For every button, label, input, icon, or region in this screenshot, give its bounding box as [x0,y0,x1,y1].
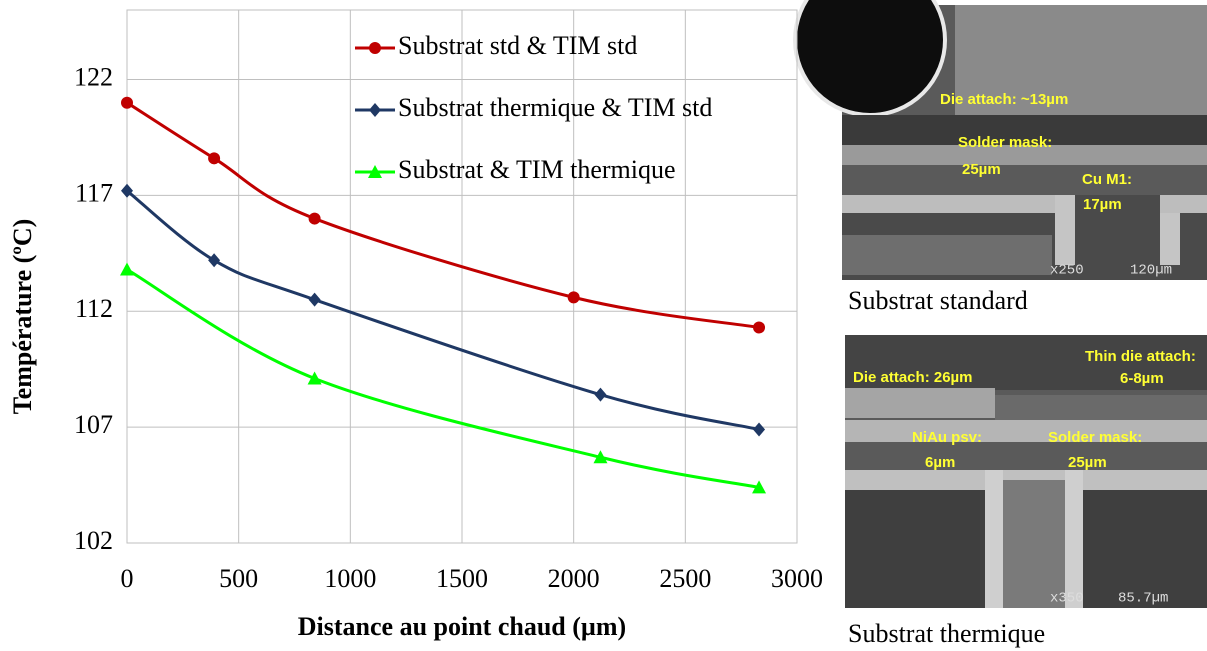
y-tick-label: 112 [75,294,113,323]
marker [753,422,766,437]
image-annotation: Die attach: 26µm [853,369,973,386]
image-scale: 120µm [1130,263,1172,279]
image-caption: Substrat thermique [848,619,1045,648]
x-tick-label: 0 [121,564,134,593]
image-annotation: Thin die attach: [1085,348,1196,365]
x-axis-title: Distance au point chaud (µm) [298,612,626,641]
x-tick-label: 1000 [324,564,376,593]
image-annotation: Solder mask: [958,134,1052,151]
image-annotation: 17µm [1083,196,1122,213]
sem-image-standard [793,0,1207,280]
marker [208,253,221,268]
image-caption: Substrat standard [848,286,1028,315]
image-annotation: NiAu psv: [912,429,982,446]
marker [368,165,382,178]
x-tick-label: 500 [219,564,258,593]
image-scale: x250 [1050,263,1084,279]
marker [752,480,767,494]
legend-label: Substrat & TIM thermique [398,155,676,184]
x-tick-label: 3000 [771,564,823,593]
marker [121,183,133,198]
y-axis-title: Température (ºC) [8,219,37,415]
y-tick-label: 117 [75,178,113,207]
marker [208,152,221,165]
marker [121,96,133,109]
marker [369,103,381,117]
x-tick-label: 2000 [548,564,600,593]
image-annotation: 25µm [962,161,1001,178]
series-line [126,189,760,431]
image-annotation: 6µm [925,454,955,471]
image-annotation: 6-8µm [1120,370,1164,387]
image-annotation: Cu M1: [1082,171,1132,188]
marker [307,371,322,385]
marker [594,387,607,402]
x-tick-label: 2500 [659,564,711,593]
legend-label: Substrat thermique & TIM std [398,93,712,122]
marker [753,321,766,334]
y-tick-label: 102 [74,526,113,555]
x-tick-label: 1500 [436,564,488,593]
marker [308,292,321,307]
image-scale: 85.7µm [1118,591,1168,607]
marker [369,42,381,54]
image-annotation: Solder mask: [1048,429,1142,446]
marker [120,262,134,276]
image-annotation: Die attach: ~13µm [940,91,1068,108]
y-tick-label: 107 [74,410,113,439]
marker [567,291,580,304]
marker [593,450,608,464]
y-tick-label: 122 [74,62,113,91]
series-line [126,101,760,329]
image-annotation: 25µm [1068,454,1107,471]
image-scale: x350 [1050,591,1084,607]
legend-label: Substrat std & TIM std [398,31,637,60]
series-line [126,268,760,489]
marker [308,212,321,225]
sem-image-thermal [845,335,1207,608]
